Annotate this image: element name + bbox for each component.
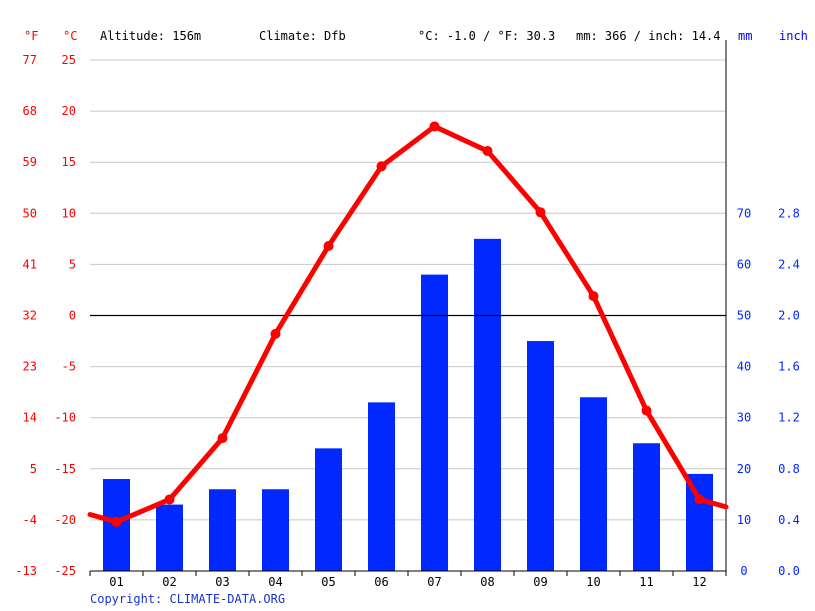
climate-label: Climate: Dfb bbox=[259, 29, 346, 43]
inch-tick-label: 2.8 bbox=[778, 206, 800, 220]
inch-tick-label: 2.0 bbox=[778, 309, 800, 323]
temperature-point bbox=[588, 291, 599, 302]
month-label: 11 bbox=[639, 575, 653, 589]
month-label: 02 bbox=[162, 575, 176, 589]
inch-tick-label: 0.4 bbox=[778, 513, 800, 527]
precipitation-bar bbox=[421, 274, 448, 571]
mm-tick-label: 10 bbox=[737, 513, 751, 527]
precipitation-total-label: mm: 366 / inch: 14.4 bbox=[576, 29, 721, 43]
celsius-unit-label: °C bbox=[63, 29, 78, 43]
mm-tick-label: 60 bbox=[737, 257, 751, 271]
celsius-tick-label: 0 bbox=[69, 309, 76, 323]
temperature-point bbox=[694, 494, 705, 505]
celsius-tick-label: -15 bbox=[54, 462, 76, 476]
precipitation-bar bbox=[368, 402, 395, 571]
precipitation-bar bbox=[262, 489, 289, 571]
fahrenheit-tick-label: 68 bbox=[23, 104, 37, 118]
month-label: 03 bbox=[215, 575, 229, 589]
inch-tick-label: 2.4 bbox=[778, 257, 800, 271]
celsius-tick-label: -20 bbox=[54, 513, 76, 527]
month-label: 10 bbox=[586, 575, 600, 589]
celsius-tick-label: -5 bbox=[62, 360, 76, 374]
fahrenheit-tick-label: 59 bbox=[23, 155, 37, 169]
celsius-tick-label: -25 bbox=[54, 564, 76, 578]
inch-unit-label: inch bbox=[779, 29, 808, 43]
mm-unit-label: mm bbox=[738, 29, 753, 43]
temperature-point bbox=[217, 433, 228, 444]
celsius-tick-label: 5 bbox=[69, 257, 76, 271]
temperature-point bbox=[641, 405, 652, 416]
precipitation-bar bbox=[474, 238, 501, 571]
altitude-label: Altitude: 156m bbox=[100, 29, 202, 43]
month-label: 05 bbox=[321, 575, 335, 589]
inch-tick-label: 0.0 bbox=[778, 564, 800, 578]
fahrenheit-tick-label: -13 bbox=[15, 564, 37, 578]
temperature-point bbox=[535, 207, 546, 218]
fahrenheit-tick-label: 23 bbox=[23, 360, 37, 374]
tick-labels: 2577206815591050541032-523-1014-155-20-4… bbox=[15, 53, 800, 589]
mm-tick-label: 30 bbox=[737, 411, 751, 425]
month-label: 04 bbox=[268, 575, 282, 589]
fahrenheit-tick-label: 41 bbox=[23, 257, 37, 271]
celsius-tick-label: 10 bbox=[62, 206, 76, 220]
mm-tick-label: 40 bbox=[737, 360, 751, 374]
fahrenheit-tick-label: -4 bbox=[23, 513, 37, 527]
temperature-point bbox=[429, 121, 440, 132]
month-label: 01 bbox=[109, 575, 123, 589]
temperature-point bbox=[164, 494, 175, 505]
precipitation-bar bbox=[633, 443, 660, 571]
precipitation-bar bbox=[156, 504, 183, 571]
inch-tick-label: 0.8 bbox=[778, 462, 800, 476]
fahrenheit-tick-label: 5 bbox=[30, 462, 37, 476]
temperature-point bbox=[270, 328, 281, 339]
month-label: 12 bbox=[692, 575, 706, 589]
copyright-link[interactable]: Copyright: CLIMATE-DATA.ORG bbox=[90, 592, 286, 606]
month-label: 06 bbox=[374, 575, 388, 589]
precipitation-bar bbox=[580, 397, 607, 571]
fahrenheit-unit-label: °F bbox=[24, 29, 39, 43]
precipitation-bar bbox=[686, 473, 713, 571]
temperature-average-label: °C: -1.0 / °F: 30.3 bbox=[418, 29, 556, 43]
mm-tick-label: 20 bbox=[737, 462, 751, 476]
celsius-tick-label: -10 bbox=[54, 411, 76, 425]
month-label: 08 bbox=[480, 575, 494, 589]
fahrenheit-tick-label: 50 bbox=[23, 206, 37, 220]
axes bbox=[89, 40, 727, 576]
temperature-point bbox=[482, 145, 493, 156]
month-label: 07 bbox=[427, 575, 441, 589]
precipitation-bar bbox=[209, 489, 236, 571]
celsius-tick-label: 25 bbox=[62, 53, 76, 67]
fahrenheit-tick-label: 77 bbox=[23, 53, 37, 67]
celsius-tick-label: 15 bbox=[62, 155, 76, 169]
precipitation-bars bbox=[103, 238, 713, 571]
precipitation-bar bbox=[315, 448, 342, 571]
temperature-curve bbox=[87, 123, 729, 525]
celsius-tick-label: 20 bbox=[62, 104, 76, 118]
fahrenheit-tick-label: 14 bbox=[23, 411, 37, 425]
temperature-point bbox=[111, 516, 122, 527]
temperature-line bbox=[87, 121, 729, 527]
mm-tick-label: 50 bbox=[737, 309, 751, 323]
month-label: 09 bbox=[533, 575, 547, 589]
mm-tick-label: 0 bbox=[740, 564, 747, 578]
temperature-point bbox=[323, 241, 334, 252]
fahrenheit-tick-label: 32 bbox=[23, 309, 37, 323]
inch-tick-label: 1.2 bbox=[778, 411, 800, 425]
mm-tick-label: 70 bbox=[737, 206, 751, 220]
temperature-point bbox=[376, 161, 387, 172]
inch-tick-label: 1.6 bbox=[778, 360, 800, 374]
precipitation-bar bbox=[527, 341, 554, 571]
